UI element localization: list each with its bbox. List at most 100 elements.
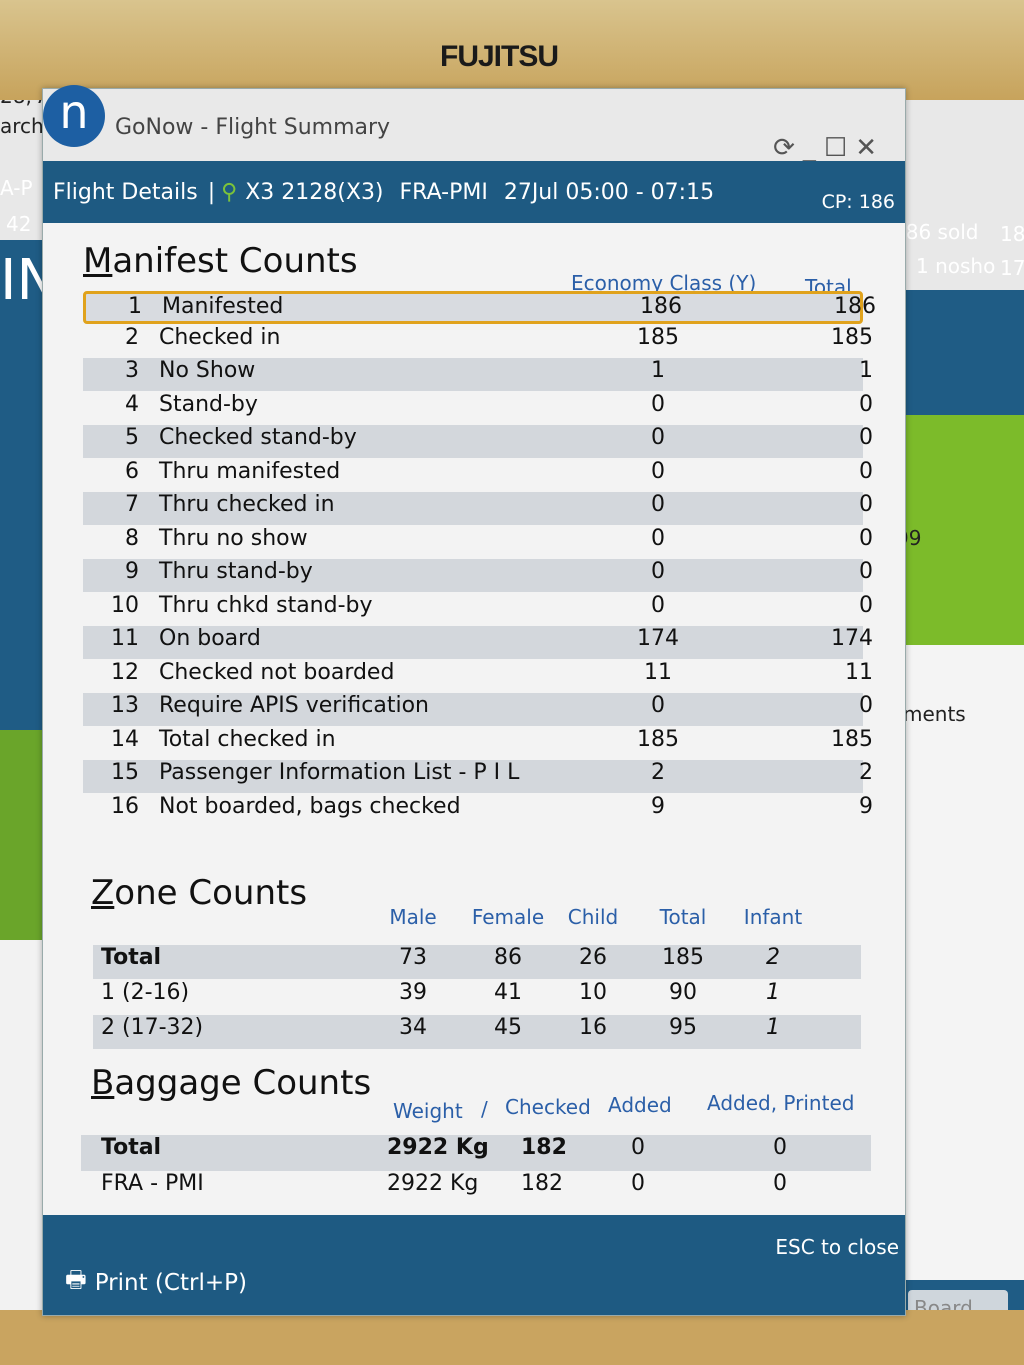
zone-value: 45 (494, 1015, 522, 1040)
window-title: GoNow - Flight Summary (115, 115, 391, 140)
total-value: 11 (845, 659, 873, 685)
background-left-white (0, 940, 42, 1320)
baggage-added: 0 (631, 1171, 645, 1196)
print-button[interactable]: 🖶 Print (Ctrl+P) (65, 1263, 247, 1302)
total-value: 1 (859, 358, 873, 383)
zone-value: 73 (399, 945, 427, 970)
total-value: 185 (831, 324, 873, 350)
row-label: Total checked in (159, 726, 336, 752)
zone-value: 1 (766, 1015, 780, 1040)
total-value: 185 (831, 726, 873, 752)
close-button[interactable]: ✕ (855, 133, 885, 163)
background-left-green (0, 730, 42, 940)
print-label: Print (Ctrl+P) (94, 1269, 247, 1296)
refresh-icon[interactable]: ⟳ (773, 133, 803, 163)
total-value: 0 (859, 458, 873, 484)
row-label: Thru checked in (159, 492, 335, 517)
passenger-icon: ⚲ (221, 179, 238, 205)
minimize-button[interactable]: _ (802, 133, 824, 163)
route: FRA-PMI (399, 179, 488, 205)
row-number: 13 (111, 693, 139, 718)
zone-row: 2 (17-32) 34 45 16 95 1 (93, 1015, 861, 1049)
zone-row: 1 (2-16) 39 41 10 90 1 (93, 980, 861, 1014)
row-label: Thru stand-by (159, 559, 313, 584)
row-label: Checked not boarded (159, 659, 395, 685)
baggage-col-header: Added, Printed (707, 1091, 855, 1115)
manifest-row[interactable]: 13 Require APIS verification 0 0 (83, 693, 873, 726)
row-label: Not boarded, bags checked (159, 793, 461, 819)
baggage-col-header: Added (608, 1093, 672, 1117)
zone-value: 34 (399, 1015, 427, 1040)
manifest-row[interactable]: 9 Thru stand-by 0 0 (83, 559, 873, 592)
manifest-row[interactable]: 10 Thru chkd stand-by 0 0 (83, 593, 873, 626)
bg-text: 1 nosho (916, 254, 996, 278)
baggage-counts-title: Baggage Counts (91, 1063, 372, 1103)
row-label: Checked stand-by (159, 425, 357, 450)
flight-details-label: Flight Details (53, 179, 198, 205)
row-number: 1 (128, 294, 142, 319)
row-number: 16 (111, 793, 139, 819)
manifest-row[interactable]: 1 Manifested 186 186 (83, 291, 876, 324)
manifest-row[interactable]: 2 Checked in 185 185 (83, 324, 873, 358)
baggage-added-printed: 0 (773, 1171, 787, 1196)
gonow-logo: n (43, 85, 105, 147)
monitor-bezel (0, 0, 1024, 100)
baggage-label: Total (101, 1135, 162, 1160)
economy-value: 0 (651, 525, 665, 551)
row-label: Thru manifested (159, 458, 341, 484)
manifest-row[interactable]: 15 Passenger Information List - P I L 2 2 (83, 760, 873, 793)
total-value: 186 (834, 294, 876, 319)
economy-value: 0 (651, 559, 665, 584)
zone-value: 26 (579, 945, 607, 970)
zone-value: 16 (579, 1015, 607, 1040)
zone-value: 2 (766, 945, 780, 970)
manifest-row[interactable]: 4 Stand-by 0 0 (83, 391, 873, 425)
manifest-row[interactable]: 7 Thru checked in 0 0 (83, 492, 873, 525)
separator: | (207, 179, 216, 205)
economy-value: 2 (651, 760, 665, 785)
zone-counts-title: Zone Counts (91, 873, 308, 913)
manifest-row[interactable]: 12 Checked not boarded 11 11 (83, 659, 873, 693)
manifest-row[interactable]: 16 Not boarded, bags checked 9 9 (83, 793, 873, 827)
economy-value: 174 (637, 626, 679, 651)
printer-icon: 🖶 (65, 1267, 87, 1293)
zone-label: 2 (17-32) (101, 1015, 204, 1040)
total-value: 0 (859, 525, 873, 551)
row-number: 8 (125, 525, 139, 551)
manifest-row[interactable]: 5 Checked stand-by 0 0 (83, 425, 873, 458)
baggage-added-printed: 0 (773, 1135, 787, 1160)
economy-value: 1 (651, 358, 665, 383)
maximize-button[interactable]: ☐ (823, 133, 856, 163)
total-value: 174 (831, 626, 873, 651)
row-number: 3 (125, 358, 139, 383)
row-number: 12 (111, 659, 139, 685)
zone-value: 95 (669, 1015, 697, 1040)
zone-value: 185 (662, 945, 704, 970)
economy-value: 186 (640, 294, 682, 319)
baggage-col-header: / (481, 1097, 488, 1121)
row-number: 11 (111, 626, 139, 651)
zone-value: 41 (494, 980, 522, 1005)
zone-row: Total 73 86 26 185 2 (93, 945, 861, 979)
manifest-counts-title: Manifest Counts (83, 241, 358, 281)
baggage-checked: 182 (521, 1171, 563, 1196)
economy-value: 0 (651, 492, 665, 517)
manifest-row[interactable]: 6 Thru manifested 0 0 (83, 458, 873, 492)
row-label: No Show (159, 358, 256, 383)
row-number: 2 (125, 324, 139, 350)
esc-hint: ESC to close (775, 1235, 899, 1259)
economy-value: 185 (637, 726, 679, 752)
manifest-row[interactable]: 8 Thru no show 0 0 (83, 525, 873, 559)
total-value: 0 (859, 492, 873, 517)
economy-value: 11 (644, 659, 672, 685)
economy-value: 0 (651, 391, 665, 417)
manifest-row[interactable]: 11 On board 174 174 (83, 626, 873, 659)
manifest-row[interactable]: 14 Total checked in 185 185 (83, 726, 873, 760)
zone-col-header: Female (471, 905, 545, 929)
manifest-row[interactable]: 3 No Show 1 1 (83, 358, 873, 391)
row-number: 5 (125, 425, 139, 450)
economy-value: 9 (651, 793, 665, 819)
flight-header: Flight Details | ⚲ X3 2128(X3) FRA-PMI 2… (43, 161, 905, 223)
bg-text: ments (903, 702, 966, 726)
row-number: 15 (111, 760, 139, 785)
